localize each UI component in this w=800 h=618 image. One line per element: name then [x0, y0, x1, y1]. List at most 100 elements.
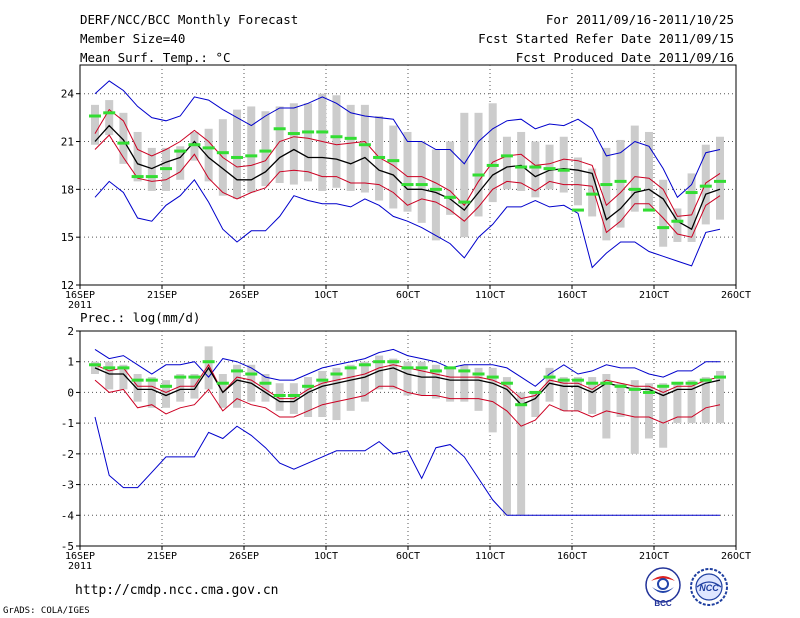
- prec-xtick-label: 21SEP: [147, 551, 177, 562]
- prec-range-bar: [318, 370, 327, 417]
- prec-range-bar: [119, 364, 128, 390]
- temp-xtick-label: 11OCT: [475, 290, 505, 301]
- temp-range-bar: [630, 125, 639, 212]
- bcc-logo-text: BCC: [654, 599, 672, 607]
- temp-range-bar: [488, 103, 497, 203]
- member-size: Member Size=40: [80, 31, 186, 46]
- prec-range-bar: [332, 367, 341, 421]
- temp-min-line: [94, 80, 721, 199]
- prec-xtick-label: 11OCT: [475, 551, 505, 562]
- prec-range-bar: [673, 383, 682, 424]
- prec-panel-title: Prec.: log(mm/d): [80, 310, 200, 325]
- temp-range-bar: [204, 128, 213, 182]
- prec-range-bar: [644, 383, 653, 439]
- temp-range-bar: [133, 131, 142, 182]
- prec-range-bar: [588, 377, 597, 414]
- temp-range-bar: [502, 136, 511, 190]
- prec-range-bar: [389, 358, 398, 390]
- prec-range-bar: [716, 370, 724, 424]
- prec-xtick-label: 26OCT: [721, 551, 751, 562]
- prec-range-bar: [502, 377, 511, 516]
- prec-range-bar: [659, 383, 668, 448]
- temp-xtick-label: 1OCT: [314, 290, 338, 301]
- prec-range-bar: [531, 392, 540, 417]
- temp-range-bar: [573, 157, 582, 206]
- temp-range-bar: [304, 103, 313, 182]
- temp-xtick-label: 16SEP: [65, 290, 95, 301]
- temp-year-label: 2011: [68, 300, 92, 311]
- prec-range-bar: [375, 355, 384, 390]
- forecast-period: For 2011/09/16-2011/10/25: [545, 12, 734, 27]
- prec-range-bar: [687, 380, 696, 424]
- prec-range-bar: [218, 374, 227, 408]
- temp-range-bar: [701, 144, 710, 225]
- prec-ytick-label: -3: [61, 479, 74, 492]
- temp-range-bar: [474, 112, 483, 217]
- temp-lower-spread-line: [94, 134, 721, 238]
- prec-range-bar: [559, 377, 568, 411]
- prec-xtick-label: 16SEP: [65, 551, 95, 562]
- temp-range-bar: [531, 141, 540, 198]
- temp-range-bar: [673, 208, 682, 242]
- prec-min-line: [94, 416, 720, 516]
- temp-xtick-label: 21OCT: [639, 290, 669, 301]
- prec-range-bar: [602, 374, 611, 439]
- temp-range-bar: [176, 146, 185, 180]
- temp-ytick-label: 15: [61, 231, 74, 244]
- temp-range-bar: [403, 131, 412, 212]
- prec-range-bar: [162, 380, 171, 408]
- prec-xtick-label: 16OCT: [557, 551, 587, 562]
- prec-range-bar: [360, 361, 369, 402]
- temp-range-bar: [687, 173, 696, 242]
- variable-label: Mean Surf. Temp.: °C: [80, 50, 231, 65]
- temp-range-bar: [119, 112, 128, 164]
- temp-range-bar: [289, 103, 298, 185]
- temp-range-bar: [233, 109, 242, 199]
- prec-xtick-label: 6OCT: [396, 551, 420, 562]
- prec-range-bar: [460, 364, 469, 402]
- prec-lower-spread-line: [94, 379, 721, 427]
- temp-mean-line: [94, 124, 721, 231]
- prec-range-bar: [488, 367, 497, 433]
- prec-year-label: 2011: [68, 561, 92, 572]
- temp-range-bar: [559, 136, 568, 193]
- prec-range-bar: [304, 377, 313, 417]
- prec-range-bar: [616, 383, 625, 417]
- prec-xtick-label: 1OCT: [314, 551, 338, 562]
- temp-ytick-label: 18: [61, 183, 74, 196]
- prec-range-bar: [133, 374, 142, 402]
- prec-range-bar: [403, 361, 412, 396]
- temp-ytick-label: 24: [61, 88, 75, 101]
- temp-ytick-label: 12: [61, 279, 74, 292]
- temp-range-bar: [616, 139, 625, 228]
- prec-range-bar: [91, 361, 99, 374]
- prec-range-bar: [346, 364, 355, 411]
- temp-range-bar: [318, 93, 327, 191]
- temp-range-bar: [417, 141, 426, 223]
- prec-range-bar: [105, 361, 114, 390]
- source-url[interactable]: http://cmdp.ncc.cma.gov.cn: [75, 583, 279, 598]
- prec-range-bar: [517, 392, 526, 516]
- prec-range-bar: [573, 377, 582, 411]
- prec-range-bar: [431, 364, 440, 399]
- temp-range-bar: [644, 131, 653, 211]
- prec-range-bar: [147, 377, 156, 408]
- temp-range-bar: [389, 125, 398, 209]
- temp-range-bar: [602, 147, 611, 241]
- temp-max-line: [94, 178, 721, 269]
- prec-range-bar: [176, 374, 185, 402]
- temp-range-bar: [431, 149, 440, 241]
- temp-xtick-label: 16OCT: [557, 290, 587, 301]
- prec-xtick-label: 26SEP: [229, 551, 259, 562]
- bcc-logo: BCC: [645, 567, 681, 607]
- prec-ytick-label: 1: [67, 356, 74, 369]
- prec-range-bar: [417, 361, 426, 396]
- temp-xtick-label: 6OCT: [396, 290, 420, 301]
- temp-range-bar: [261, 111, 270, 187]
- prec-range-bar: [261, 374, 270, 402]
- temp-range-bar: [247, 106, 256, 193]
- prec-range-bar: [275, 383, 284, 411]
- temp-range-bar: [517, 131, 526, 191]
- prec-ytick-label: -4: [61, 509, 75, 522]
